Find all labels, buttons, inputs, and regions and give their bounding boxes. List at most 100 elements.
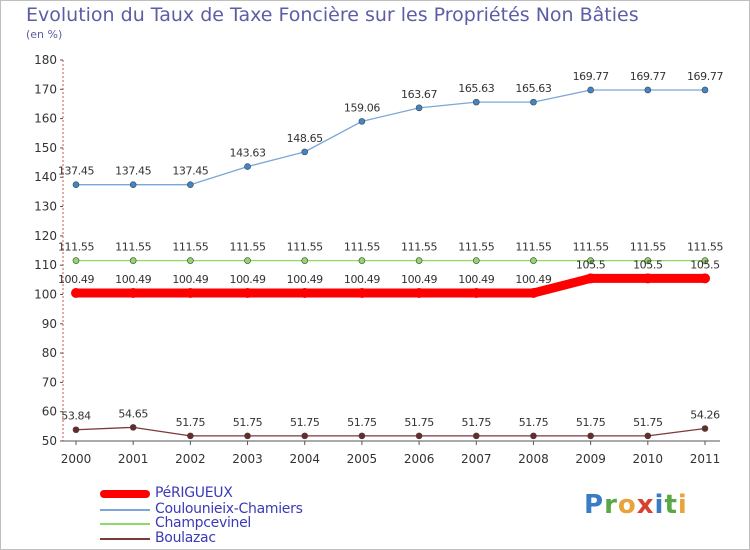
data-point xyxy=(701,86,709,94)
data-point xyxy=(129,424,137,431)
data-label: 111.55 xyxy=(573,241,609,254)
data-point xyxy=(356,288,367,299)
x-tick-label: 2003 xyxy=(232,452,263,466)
y-tick-label: 120 xyxy=(34,229,57,243)
legend-swatch xyxy=(100,509,150,511)
data-label: 111.55 xyxy=(229,241,265,254)
data-point xyxy=(530,257,537,264)
data-point xyxy=(301,148,309,156)
data-label: 169.77 xyxy=(573,70,609,83)
y-tick-label: 50 xyxy=(42,434,57,448)
data-point xyxy=(472,432,480,440)
data-label: 169.77 xyxy=(630,70,666,83)
data-point xyxy=(644,257,652,264)
data-label: 51.75 xyxy=(633,416,663,429)
y-tick-label: 170 xyxy=(34,82,57,96)
data-point xyxy=(71,288,81,299)
x-tick-label: 2004 xyxy=(289,452,320,466)
x-tick-label: 2007 xyxy=(461,452,492,466)
data-label: 54.65 xyxy=(118,407,148,420)
data-label: 100.49 xyxy=(287,273,323,286)
data-label: 105.5 xyxy=(633,258,663,271)
data-label: 51.75 xyxy=(404,416,434,429)
data-label: 111.55 xyxy=(58,241,94,254)
data-label: 137.45 xyxy=(58,165,94,178)
data-label: 100.49 xyxy=(172,273,208,286)
data-point xyxy=(72,426,80,434)
y-tick-label: 60 xyxy=(42,405,57,419)
y-tick-label: 80 xyxy=(42,346,57,360)
data-point xyxy=(700,273,710,284)
x-tick-label: 2011 xyxy=(690,452,721,466)
data-label: 100.49 xyxy=(229,273,265,286)
data-label: 169.77 xyxy=(687,70,723,83)
data-label: 111.55 xyxy=(115,241,151,254)
data-label: 111.55 xyxy=(630,241,666,254)
data-label: 100.49 xyxy=(344,273,380,286)
data-point xyxy=(72,181,80,189)
data-point xyxy=(530,432,537,440)
data-label: 51.75 xyxy=(462,416,492,429)
data-labels: 100.49 100.49 100.49 100.49 100.49 100.49 100.… xyxy=(58,70,724,429)
y-tick-label: 90 xyxy=(42,317,57,331)
data-point xyxy=(129,181,137,189)
data-point xyxy=(301,432,309,440)
data-label: 111.55 xyxy=(401,241,437,254)
data-point xyxy=(244,163,251,170)
proxiti-logo: Proxiti xyxy=(584,490,688,520)
data-point xyxy=(642,273,653,284)
data-point xyxy=(187,257,194,264)
data-point xyxy=(472,257,480,264)
data-label: 51.75 xyxy=(233,416,263,429)
data-label: 100.49 xyxy=(515,273,551,286)
series-line-boulazac xyxy=(75,426,706,437)
data-point xyxy=(587,257,594,264)
data-label: 137.45 xyxy=(172,165,208,178)
x-tick-label: 2000 xyxy=(61,452,92,466)
data-point xyxy=(414,288,425,299)
data-point xyxy=(587,432,594,440)
legend-item-perigueux: PéRIGUEUX xyxy=(100,485,400,503)
data-point xyxy=(471,288,482,299)
data-point xyxy=(244,257,251,264)
data-point xyxy=(299,288,310,299)
data-point xyxy=(301,257,309,264)
data-label: 143.63 xyxy=(229,147,265,160)
data-label: 111.55 xyxy=(458,241,494,254)
x-tick-label: 2006 xyxy=(404,452,435,466)
legend-swatch xyxy=(100,490,150,498)
data-label: 51.75 xyxy=(290,416,320,429)
data-label: 111.55 xyxy=(287,241,323,254)
data-label: 100.49 xyxy=(115,273,151,286)
data-point xyxy=(187,432,194,440)
data-point xyxy=(415,432,423,440)
series-line-coulounieix-chamiers xyxy=(75,89,706,186)
data-label: 51.75 xyxy=(576,416,606,429)
data-point xyxy=(358,118,366,125)
chart-title: Evolution du Taux de Taxe Foncière sur l… xyxy=(26,4,639,26)
unit-label: (en %) xyxy=(26,28,63,41)
data-label: 148.65 xyxy=(287,132,323,145)
data-point xyxy=(415,257,423,264)
data-label: 111.55 xyxy=(515,241,551,254)
legend-item-champcevinel: Champcevinel xyxy=(100,515,400,533)
data-point xyxy=(644,432,652,440)
x-tick-label: 2010 xyxy=(633,452,664,466)
data-label: 51.75 xyxy=(347,416,377,429)
data-point xyxy=(528,288,539,299)
legend-label: PéRIGUEUX xyxy=(155,485,233,501)
y-tick-label: 160 xyxy=(34,112,57,126)
data-label: 111.55 xyxy=(172,241,208,254)
data-point xyxy=(72,257,80,264)
x-tick-label: 2002 xyxy=(175,452,206,466)
data-point xyxy=(242,288,253,299)
series-line-p-rigueux xyxy=(71,273,710,298)
data-label: 165.63 xyxy=(515,82,551,95)
data-label: 51.75 xyxy=(519,416,549,429)
data-point xyxy=(585,273,596,284)
y-tick-label: 140 xyxy=(34,170,57,184)
data-point xyxy=(358,432,366,440)
legend-swatch xyxy=(100,538,150,540)
data-point xyxy=(187,181,194,189)
data-label: 165.63 xyxy=(458,82,494,95)
